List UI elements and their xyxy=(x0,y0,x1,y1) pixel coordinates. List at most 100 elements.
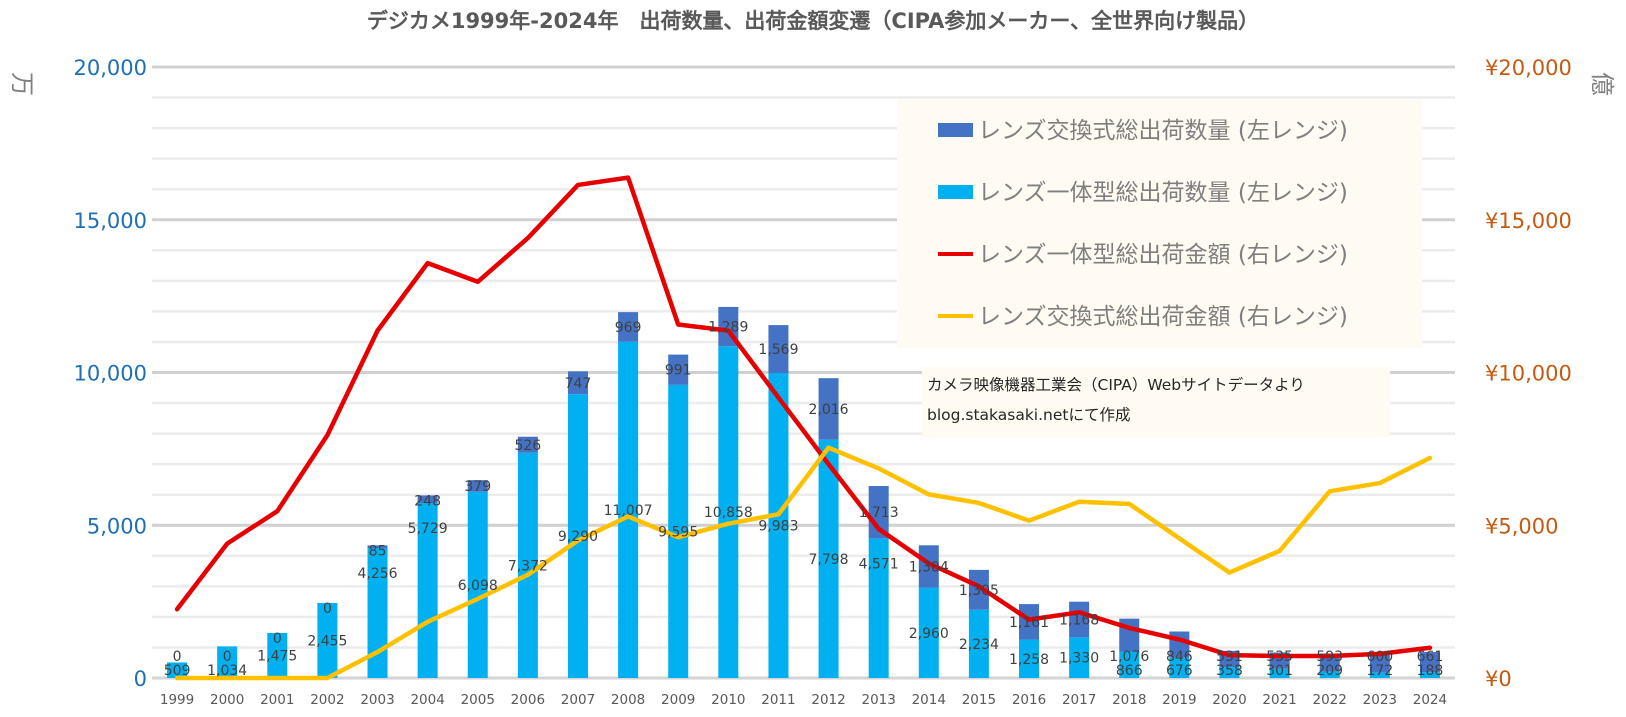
x-axis: 1999 2000 2001 2002 2003 2004 2005 2006 2007 2008… xyxy=(160,692,1447,708)
bar-integrated-lens-units xyxy=(267,632,288,678)
data-label-interchangeable: 846 xyxy=(1166,649,1193,665)
bar-interchangeable-lens-units xyxy=(668,354,689,385)
x-tick-label: 2005 xyxy=(461,692,495,708)
x-tick-label: 2015 xyxy=(962,692,996,708)
source-note-line: カメラ映像機器工業会（CIPA）Webサイトデータより xyxy=(927,375,1305,394)
data-label-interchangeable: 593 xyxy=(1316,649,1343,665)
data-label-integrated: 4,256 xyxy=(357,566,397,582)
line-series xyxy=(174,175,1433,681)
x-tick-label: 2020 xyxy=(1212,692,1246,708)
source-note-box xyxy=(922,367,1390,437)
bar-integrated-lens-units xyxy=(868,538,889,678)
bar-integrated-lens-units xyxy=(1019,639,1040,678)
data-label-integrated: 9,595 xyxy=(658,524,698,540)
data-label-integrated: 188 xyxy=(1417,663,1444,679)
legend-label: レンズ一体型総出荷金額 (右レンジ) xyxy=(978,242,1348,268)
data-label-interchangeable: 600 xyxy=(1366,649,1393,665)
data-label-interchangeable: 747 xyxy=(565,376,592,392)
data-label-interchangeable: 248 xyxy=(414,493,441,509)
legend-swatch xyxy=(938,185,973,199)
bar-integrated-lens-units xyxy=(818,439,839,678)
data-label-interchangeable: 1,305 xyxy=(959,583,999,599)
left-tick-label: 15,000 xyxy=(74,209,147,233)
bar-interchangeable-lens-units xyxy=(367,545,388,548)
data-label-integrated: 172 xyxy=(1366,663,1393,679)
right-tick-label: ¥20,000 xyxy=(1485,56,1572,80)
data-label-interchangeable: 0 xyxy=(223,649,232,665)
bar-integrated-lens-units xyxy=(1369,672,1390,678)
legend: レンズ交換式総出荷数量 (左レンジ) レンズ一体型総出荷数量 (左レンジ) レンズ一… xyxy=(938,118,1348,330)
data-label-integrated: 2,960 xyxy=(909,626,949,642)
x-tick-label: 2024 xyxy=(1413,692,1447,708)
data-label-integrated: 7,372 xyxy=(508,558,548,574)
bar-interchangeable-lens-units xyxy=(768,325,789,374)
data-label-integrated: 2,455 xyxy=(307,633,347,649)
x-tick-label: 2013 xyxy=(861,692,895,708)
x-tick-label: 2021 xyxy=(1262,692,1296,708)
bar-integrated-lens-units xyxy=(718,346,739,678)
data-label-integrated: 1,034 xyxy=(207,663,247,679)
x-tick-label: 2012 xyxy=(811,692,845,708)
x-tick-label: 2004 xyxy=(410,692,444,708)
bar-interchangeable-lens-units xyxy=(918,545,939,588)
line-interchangeable-lens-value xyxy=(174,445,1433,681)
bar-integrated-lens-units xyxy=(1219,667,1240,678)
bar-integrated-lens-units xyxy=(1119,651,1140,678)
data-label-interchangeable: 379 xyxy=(464,479,491,495)
bar-interchangeable-lens-units xyxy=(1369,654,1390,673)
bar-integrated-lens-units xyxy=(417,502,438,678)
right-axis-unit: 億 xyxy=(1588,72,1616,96)
data-label-integrated: 6,098 xyxy=(458,578,498,594)
x-tick-label: 2003 xyxy=(360,692,394,708)
left-tick-label: 5,000 xyxy=(87,514,147,538)
bar-integrated-lens-units xyxy=(467,491,488,678)
data-label-integrated: 4,571 xyxy=(859,556,899,572)
left-tick-label: 10,000 xyxy=(74,362,147,386)
bar-integrated-lens-units xyxy=(1319,671,1340,678)
x-tick-label: 2007 xyxy=(561,692,595,708)
data-label-integrated: 11,007 xyxy=(604,503,653,519)
x-tick-label: 2002 xyxy=(310,692,344,708)
bar-interchangeable-lens-units xyxy=(1419,652,1440,673)
data-label-integrated: 301 xyxy=(1266,663,1293,679)
bar-integrated-lens-units xyxy=(768,373,789,678)
x-tick-label: 2009 xyxy=(661,692,695,708)
bar-interchangeable-lens-units xyxy=(1069,601,1090,638)
x-tick-label: 2014 xyxy=(912,692,946,708)
bar-interchangeable-lens-units xyxy=(618,312,639,342)
x-tick-label: 2018 xyxy=(1112,692,1146,708)
bar-integrated-lens-units xyxy=(668,384,689,678)
x-tick-label: 2017 xyxy=(1062,692,1096,708)
bar-interchangeable-lens-units xyxy=(968,569,989,610)
data-label-interchangeable: 535 xyxy=(1266,649,1293,665)
bar-integrated-lens-units xyxy=(1169,657,1190,678)
bar-interchangeable-lens-units xyxy=(818,378,839,440)
bar-integrated-lens-units xyxy=(1419,672,1440,678)
bar-interchangeable-lens-units xyxy=(467,480,488,492)
bar-integrated-lens-units xyxy=(1069,637,1090,678)
legend-label: レンズ交換式総出荷金額 (右レンジ) xyxy=(978,304,1348,330)
data-label-integrated: 2,234 xyxy=(959,637,999,653)
x-tick-label: 2016 xyxy=(1012,692,1046,708)
data-label-integrated: 9,290 xyxy=(558,529,598,545)
bar-interchangeable-lens-units xyxy=(517,436,538,453)
x-tick-label: 2022 xyxy=(1313,692,1347,708)
x-tick-label: 2019 xyxy=(1162,692,1196,708)
bar-interchangeable-lens-units xyxy=(417,495,438,503)
right-y-axis: ¥0 ¥5,000 ¥10,000 ¥15,000 ¥20,000 xyxy=(1485,56,1572,691)
line-integrated-lens-value xyxy=(174,175,1433,659)
bar-integrated-lens-units xyxy=(517,452,538,678)
bar-integrated-lens-units xyxy=(367,547,388,678)
data-label-interchangeable: 0 xyxy=(323,601,332,617)
data-label-interchangeable: 0 xyxy=(273,631,282,647)
data-label-interchangeable: 526 xyxy=(514,438,541,454)
data-label-interchangeable: 85 xyxy=(369,543,387,559)
x-tick-label: 2023 xyxy=(1363,692,1397,708)
data-label-integrated: 509 xyxy=(164,663,191,679)
data-label-interchangeable: 1,161 xyxy=(1009,615,1049,631)
data-label-integrated: 866 xyxy=(1116,663,1143,679)
data-label-integrated: 7,798 xyxy=(809,552,849,568)
left-axis-unit: 万 xyxy=(8,72,36,96)
